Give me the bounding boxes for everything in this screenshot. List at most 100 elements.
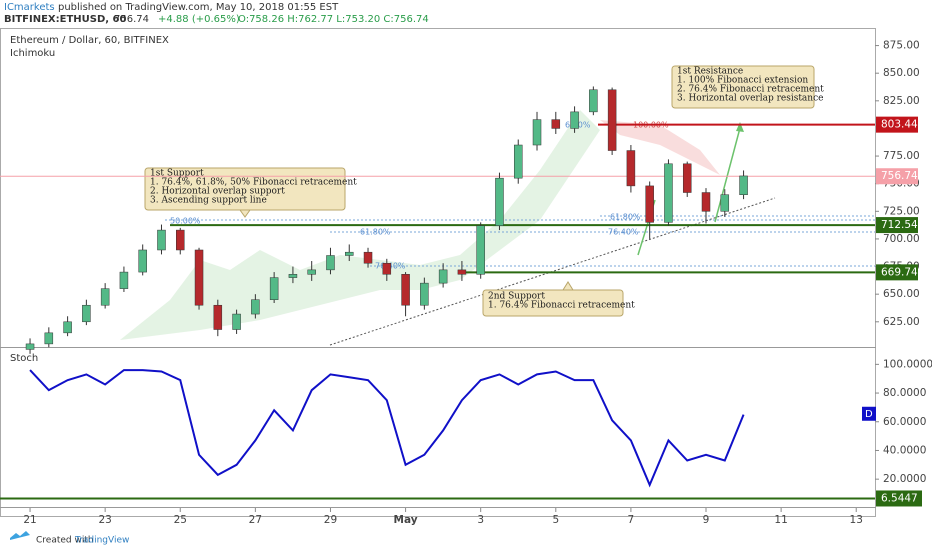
ichimoku-cloud	[600, 120, 720, 175]
level-tag	[876, 217, 918, 234]
y-tick-label: 825.00	[883, 95, 920, 107]
published: published on TradingView.com, May 10, 20…	[58, 2, 339, 13]
y-tick-label: 625.00	[883, 316, 920, 328]
candle-body	[232, 313, 241, 330]
candle-body	[401, 274, 410, 306]
candle-body	[457, 269, 467, 275]
pane-title: Ethereum / Dollar, 60, BITFINEX	[10, 35, 169, 46]
candle-body	[589, 89, 598, 113]
level-label: 756.74	[881, 170, 918, 182]
candle-body	[664, 163, 673, 223]
last: 756.74	[114, 14, 149, 25]
x-tick-label: 7	[628, 514, 635, 526]
y-tick-label: 700.00	[883, 233, 920, 245]
candle-body	[251, 299, 260, 315]
stoch-marker: D	[865, 409, 873, 420]
indicator-name: Ichimoku	[10, 48, 55, 59]
candle-body	[551, 119, 561, 129]
annotation-line: 3. Horizontal overlap resistance	[677, 94, 823, 104]
candle-body	[288, 274, 298, 278]
candle-body	[513, 144, 523, 179]
candle-body	[607, 89, 617, 151]
candle-body	[157, 229, 166, 251]
x-tick-label: 21	[23, 514, 36, 526]
footer-logo	[10, 531, 30, 540]
x-tick-label: 23	[98, 514, 111, 526]
candle-body	[326, 255, 335, 271]
candle-body	[82, 304, 91, 323]
symbol: BITFINEX:ETHUSD, 60	[4, 14, 127, 25]
candle-body	[269, 277, 279, 300]
change: +4.88 (+0.65%)	[158, 14, 240, 25]
candle-body	[213, 304, 223, 330]
arrow-head	[736, 122, 744, 132]
candle-body	[720, 194, 730, 212]
candle-body	[363, 251, 373, 264]
x-tick-label: 29	[324, 514, 337, 526]
candle-body	[307, 269, 316, 275]
footer-created: Created with	[36, 536, 94, 546]
x-tick-label: 25	[174, 514, 187, 526]
x-tick-label: 9	[703, 514, 710, 526]
fib-label: 50.00%	[170, 217, 201, 226]
candle-body	[344, 251, 354, 256]
y-tick-label: 100.0000	[883, 358, 932, 370]
y-tick-label: 850.00	[883, 67, 920, 79]
x-tick-label: 5	[552, 514, 559, 526]
annotation-line: 2. 76.4% Fibonacci retracement	[677, 85, 824, 95]
marker-tag	[862, 406, 876, 421]
candle-body	[645, 185, 654, 223]
candle-body	[420, 282, 429, 306]
x-tick-label: May	[394, 514, 418, 526]
level-label: 803.44	[881, 119, 918, 131]
fib-label: 61.80%	[360, 228, 391, 237]
annotation-line: 1. 76.4% Fibonacci retracement	[488, 301, 635, 311]
annotation-pointer	[239, 209, 251, 218]
x-tick-label: 13	[850, 514, 863, 526]
y-tick-label: 650.00	[883, 288, 920, 300]
fib-label: 76.40%	[608, 228, 639, 237]
level-tag	[876, 168, 918, 185]
fib-label: 61.80%	[610, 213, 641, 222]
level-tag	[876, 264, 918, 281]
candle-body	[739, 175, 748, 195]
y-tick-label: 80.0000	[883, 387, 926, 399]
y-tick-label: 20.0000	[883, 473, 926, 485]
level-label: 6.5447	[881, 492, 918, 504]
candle-body	[701, 192, 711, 212]
y-tick-label: 40.0000	[883, 444, 926, 456]
candle-body	[532, 119, 542, 146]
candle-body	[176, 229, 185, 251]
level-tag	[876, 490, 922, 507]
candle-body	[626, 150, 636, 187]
ichimoku-cloud	[120, 110, 600, 340]
candle-body	[63, 321, 72, 334]
candle-body	[44, 332, 54, 345]
candle-body	[119, 271, 129, 289]
level-tag	[876, 116, 918, 133]
annotation-line: 1st Resistance	[677, 67, 743, 77]
x-tick-label: 11	[774, 514, 787, 526]
stoch-name: Stoch	[10, 353, 38, 364]
annotation-box	[482, 289, 624, 317]
candle-body	[476, 225, 485, 275]
x-tick-label: 3	[477, 514, 484, 526]
y-tick-label: 60.0000	[883, 416, 926, 428]
publisher: ICmarkets	[4, 2, 55, 13]
candle-body	[25, 343, 35, 350]
level-label: 712.54	[881, 219, 918, 231]
candle-body	[194, 249, 204, 306]
annotation-line: 2nd Support	[488, 292, 545, 302]
footer-brand: TradingView	[74, 536, 129, 546]
y-tick-label: 775.00	[883, 150, 920, 162]
level-label: 669.74	[881, 266, 918, 278]
annotation-line: 1st Support	[150, 169, 204, 179]
arrow	[714, 127, 741, 223]
candle-body	[570, 111, 579, 129]
candle-body	[382, 262, 392, 275]
annotation-box	[671, 65, 815, 109]
candle-body	[438, 269, 448, 284]
candle-body	[495, 177, 504, 226]
candle-body	[682, 163, 692, 193]
